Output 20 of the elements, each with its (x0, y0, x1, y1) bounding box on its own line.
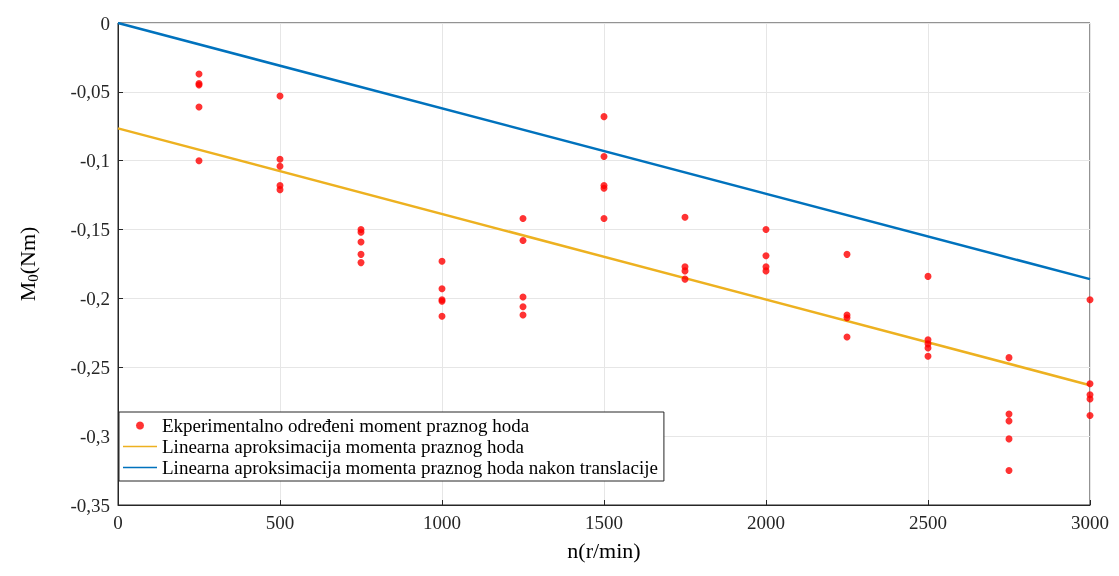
y-tick-label: -0,15 (70, 219, 110, 241)
x-tick-label: 1000 (423, 512, 461, 533)
x-tick-label: 1500 (585, 512, 623, 533)
y-tick-label: -0,35 (70, 494, 110, 516)
x-tick-label: 2000 (747, 512, 785, 533)
x-axis-title: n(r/min) (567, 537, 641, 563)
x-tick-label: 0 (113, 512, 123, 533)
y-tick-label: -0,05 (70, 81, 110, 103)
legend-label: Linearna aproksimacija momenta praznog hoda nakon translacije (162, 457, 658, 478)
y-tick-label: -0,25 (70, 356, 110, 378)
x-tick-label: 500 (265, 512, 295, 533)
y-tick-label: -0,3 (79, 425, 110, 447)
y-tick-label: -0,1 (79, 150, 110, 172)
x-tick-label: 3000 (1071, 512, 1109, 533)
y-tick-label: 0 (100, 12, 110, 34)
y-axis-title: M0(Nm) (15, 226, 41, 302)
legend-label: Ekperimentalno određeni moment praznog hoda (162, 415, 530, 436)
legend-label: Linearna aproksimacija momenta praznog hoda (162, 436, 525, 457)
x-tick-label: 2500 (909, 512, 947, 533)
y-tick-label: -0,2 (79, 287, 110, 309)
